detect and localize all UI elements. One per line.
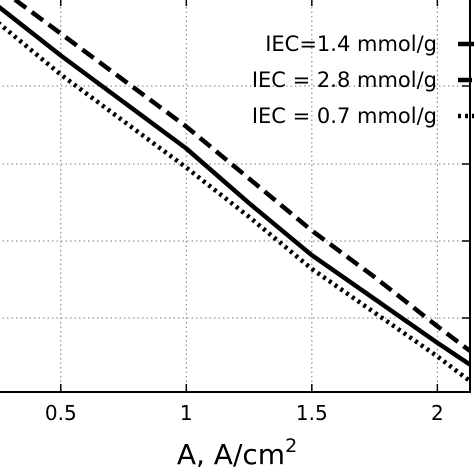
x-axis-title-text: A, A/cm (177, 438, 285, 471)
legend-label: IEC = 0.7 mmol/g (252, 104, 437, 128)
series-line-dashed (11, 0, 470, 353)
legend: IEC=1.4 mmol/g IEC = 2.8 mmol/g IEC = 0.7 … (252, 32, 474, 128)
x-tick-label: 2 (431, 401, 444, 425)
x-tick-label: 1 (180, 401, 193, 425)
series-lines (0, 0, 470, 383)
x-tick-labels: 0.5 1 1.5 2 (45, 401, 444, 425)
tick-marks (60, 0, 470, 392)
legend-label: IEC = 2.8 mmol/g (252, 68, 437, 92)
series-line-dotted (0, 21, 470, 383)
plot-frame (0, 0, 471, 393)
x-axis-title-superscript: 2 (285, 435, 297, 457)
x-axis-title: A, A/cm2 (177, 435, 297, 471)
series-line-solid (0, 4, 470, 367)
x-tick-label: 0.5 (45, 401, 77, 425)
x-tick-label: 1.5 (296, 401, 328, 425)
legend-label: IEC=1.4 mmol/g (265, 32, 437, 56)
grid-lines (0, 0, 470, 392)
